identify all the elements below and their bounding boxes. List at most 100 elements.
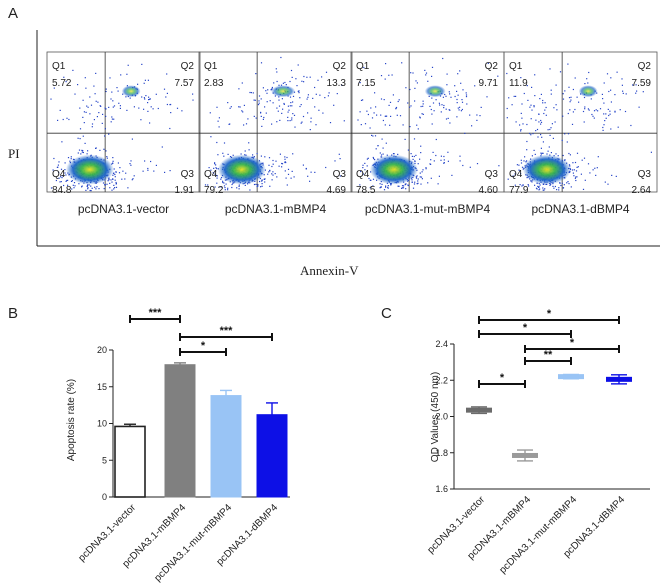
- event-dot: [272, 102, 274, 104]
- event-dot: [603, 82, 605, 84]
- flow-plots: Q15.72Q27.57Q484.8Q31.91pcDNA3.1-vectorQ…: [46, 51, 658, 216]
- event-dot: [571, 169, 574, 171]
- event-dot: [216, 141, 218, 144]
- event-dot: [563, 184, 565, 186]
- event-dot: [553, 107, 555, 109]
- event-dot: [545, 106, 547, 109]
- quadrant-q4-name: Q4: [204, 169, 218, 180]
- event-dot: [540, 123, 542, 125]
- event-dot: [115, 183, 117, 185]
- event-dot: [410, 105, 412, 107]
- event-dot: [143, 108, 145, 110]
- event-dot: [413, 138, 416, 140]
- event-dot: [595, 109, 597, 111]
- event-dot: [104, 128, 106, 130]
- event-dot: [369, 187, 371, 189]
- event-dot: [534, 184, 536, 186]
- event-dot: [395, 106, 398, 109]
- event-dot: [229, 107, 231, 109]
- event-dot: [576, 176, 578, 178]
- event-dot: [425, 72, 428, 74]
- event-dot: [457, 73, 459, 75]
- event-dot: [414, 100, 416, 102]
- event-dot: [157, 107, 159, 110]
- event-dot: [443, 162, 445, 164]
- event-dot: [506, 117, 508, 119]
- event-dot: [87, 187, 89, 189]
- event-dot: [506, 107, 508, 110]
- event-dot: [150, 160, 152, 163]
- event-dot: [297, 90, 299, 92]
- quadrant-q1-name: Q1: [52, 61, 66, 72]
- event-dot: [111, 91, 113, 93]
- event-dot: [59, 109, 61, 111]
- event-dot: [409, 88, 411, 91]
- event-dot: [540, 134, 542, 136]
- event-dot: [588, 71, 590, 74]
- event-dot: [562, 187, 564, 189]
- event-dot: [526, 85, 528, 87]
- event-dot: [290, 69, 293, 72]
- event-dot: [90, 190, 92, 192]
- event-dot: [242, 111, 244, 113]
- event-dot: [430, 108, 432, 111]
- event-dot: [373, 112, 375, 114]
- event-dot: [252, 92, 254, 94]
- event-dot: [415, 176, 417, 178]
- event-dot: [279, 153, 281, 155]
- event-dot: [438, 102, 440, 104]
- event-dot: [440, 155, 442, 157]
- event-dot: [376, 114, 378, 116]
- event-dot: [582, 188, 585, 190]
- event-dot: [573, 175, 575, 177]
- event-dot: [430, 163, 432, 165]
- event-dot: [114, 179, 116, 181]
- event-dot: [56, 166, 58, 168]
- event-dot: [542, 152, 544, 154]
- event-dot: [459, 155, 461, 157]
- event-dot: [460, 82, 462, 84]
- event-dot: [421, 113, 423, 115]
- od-y-tick-label: 1.8: [435, 448, 448, 458]
- event-dot: [238, 188, 240, 190]
- event-dot: [459, 160, 461, 162]
- event-dot: [592, 115, 594, 117]
- event-dot: [530, 134, 532, 136]
- event-dot: [547, 129, 549, 131]
- event-dot: [419, 158, 421, 160]
- event-dot: [79, 138, 81, 140]
- event-dot: [111, 189, 113, 191]
- quadrant-q3-value: 1.91: [175, 185, 195, 196]
- event-dot: [542, 141, 544, 143]
- event-dot: [380, 98, 383, 100]
- event-dot: [605, 117, 607, 119]
- event-dot: [74, 93, 76, 95]
- event-dot: [143, 97, 145, 99]
- event-dot: [79, 107, 81, 109]
- bar-significance-label: ***: [149, 307, 163, 319]
- event-dot: [115, 181, 117, 184]
- event-dot: [111, 116, 113, 118]
- event-dot: [296, 85, 298, 87]
- event-dot: [607, 183, 609, 185]
- event-dot: [280, 56, 282, 59]
- event-dot: [445, 95, 447, 97]
- event-dot: [364, 123, 367, 125]
- event-dot: [58, 171, 60, 173]
- event-dot: [534, 74, 536, 76]
- event-dot: [253, 99, 255, 101]
- event-dot: [635, 84, 637, 86]
- event-dot: [292, 101, 294, 103]
- event-dot: [289, 105, 291, 107]
- event-dot: [359, 111, 361, 113]
- event-dot: [367, 113, 369, 116]
- event-dot: [287, 111, 289, 113]
- event-dot: [77, 84, 79, 86]
- event-dot: [125, 96, 127, 98]
- event-dot: [456, 90, 458, 92]
- flow-plot-caption: pcDNA3.1-mut-mBMP4: [365, 202, 491, 216]
- event-dot: [401, 185, 404, 187]
- event-dot: [398, 185, 400, 187]
- event-dot: [170, 112, 172, 114]
- event-dot: [57, 164, 59, 166]
